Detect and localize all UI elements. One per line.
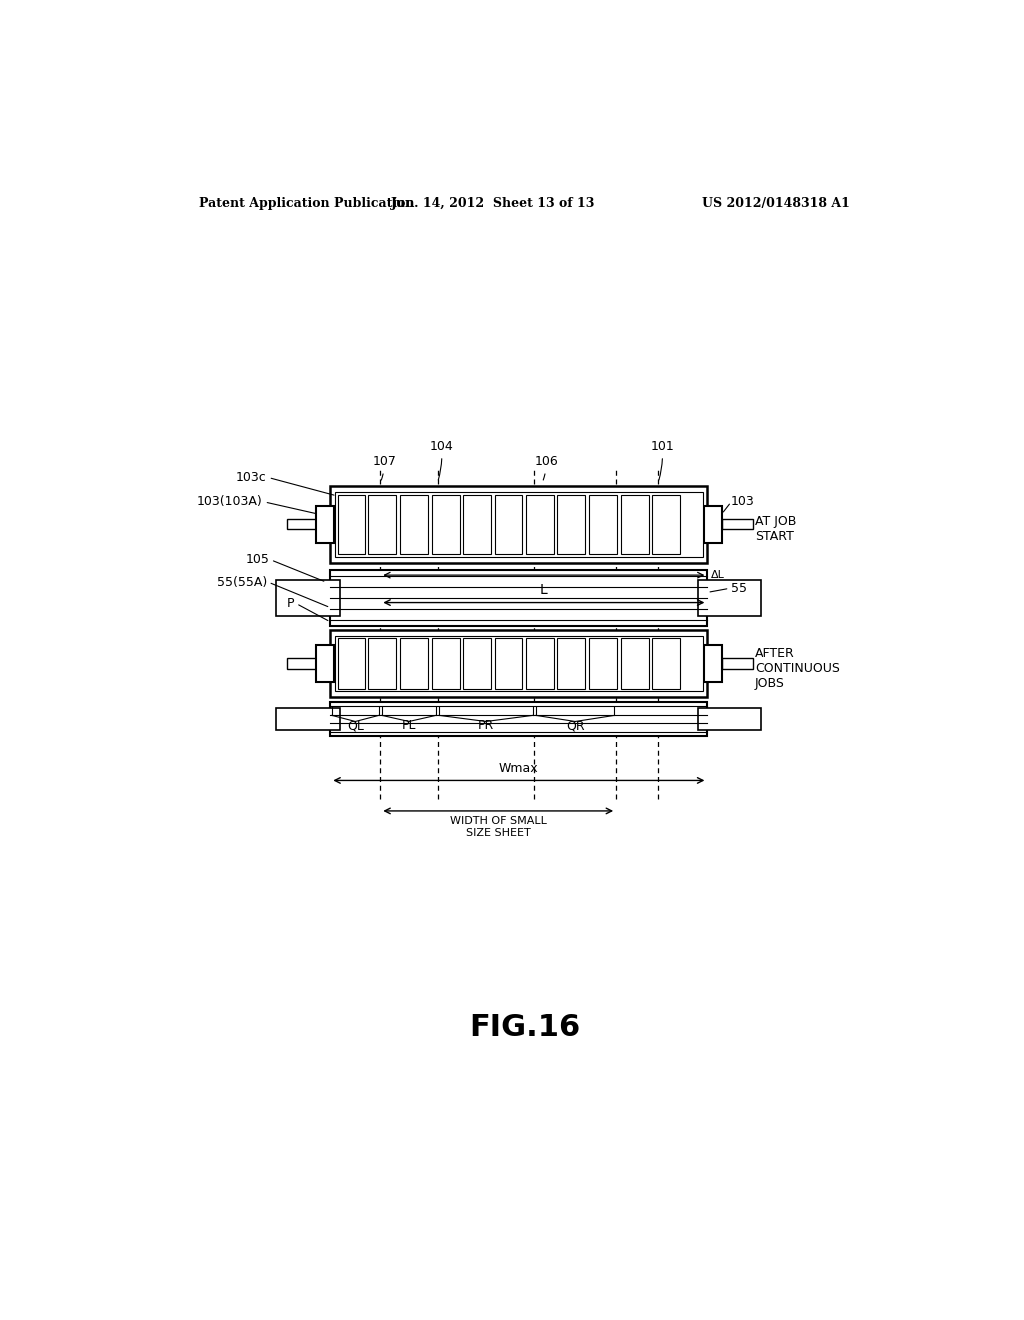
Text: 103c: 103c [237, 471, 267, 484]
Bar [338, 638, 366, 689]
Text: ΔL: ΔL [712, 570, 725, 579]
Text: WIDTH OF SMALL
SIZE SHEET: WIDTH OF SMALL SIZE SHEET [450, 816, 547, 838]
Text: Wmax: Wmax [499, 763, 539, 775]
Bar [432, 495, 460, 554]
Bar [495, 495, 522, 554]
Bar [621, 495, 648, 554]
Text: AT JOB
START: AT JOB START [755, 515, 797, 544]
Text: AFTER
CONTINUOUS
JOBS: AFTER CONTINUOUS JOBS [755, 647, 840, 690]
Bar [338, 495, 366, 554]
Bar [335, 636, 702, 690]
Bar [287, 659, 318, 669]
Bar [432, 638, 460, 689]
Text: 104: 104 [430, 440, 454, 480]
Text: Jun. 14, 2012  Sheet 13 of 13: Jun. 14, 2012 Sheet 13 of 13 [391, 197, 595, 210]
Bar [652, 638, 680, 689]
Bar [287, 519, 318, 529]
Bar [621, 638, 648, 689]
Text: 55: 55 [731, 582, 748, 595]
Bar [526, 638, 554, 689]
Bar [589, 495, 616, 554]
Text: QL: QL [347, 719, 364, 733]
Text: P: P [287, 597, 295, 610]
Text: 105: 105 [246, 553, 269, 566]
Text: L: L [540, 583, 548, 598]
Bar [705, 645, 722, 682]
Text: 107: 107 [373, 455, 396, 480]
Bar [400, 495, 428, 554]
Bar [316, 645, 334, 682]
Text: 103(103A): 103(103A) [198, 495, 263, 508]
Bar [463, 638, 490, 689]
Bar [697, 581, 761, 615]
Text: 106: 106 [535, 455, 558, 480]
Text: Patent Application Publication: Patent Application Publication [200, 197, 415, 210]
Bar [335, 492, 702, 557]
Bar [331, 570, 708, 626]
Bar [369, 495, 396, 554]
Bar [705, 506, 722, 543]
Bar [276, 581, 340, 615]
Text: 103: 103 [731, 495, 755, 508]
Bar [697, 709, 761, 730]
Bar [276, 709, 340, 730]
Text: FIG.16: FIG.16 [469, 1012, 581, 1041]
Bar [495, 638, 522, 689]
Bar [331, 630, 708, 697]
Text: PR: PR [478, 719, 494, 733]
Bar [557, 495, 585, 554]
Text: US 2012/0148318 A1: US 2012/0148318 A1 [702, 197, 850, 210]
Bar [722, 659, 754, 669]
Bar [557, 638, 585, 689]
Text: 101: 101 [650, 440, 674, 480]
Text: 55(55A): 55(55A) [217, 576, 267, 589]
Text: QR: QR [566, 719, 585, 733]
Bar [331, 702, 708, 735]
Bar [369, 638, 396, 689]
Bar [589, 638, 616, 689]
Bar [652, 495, 680, 554]
Text: PL: PL [401, 719, 416, 733]
Bar [463, 495, 490, 554]
Bar [331, 486, 708, 562]
Bar [722, 519, 754, 529]
Bar [526, 495, 554, 554]
Bar [316, 506, 334, 543]
Bar [400, 638, 428, 689]
